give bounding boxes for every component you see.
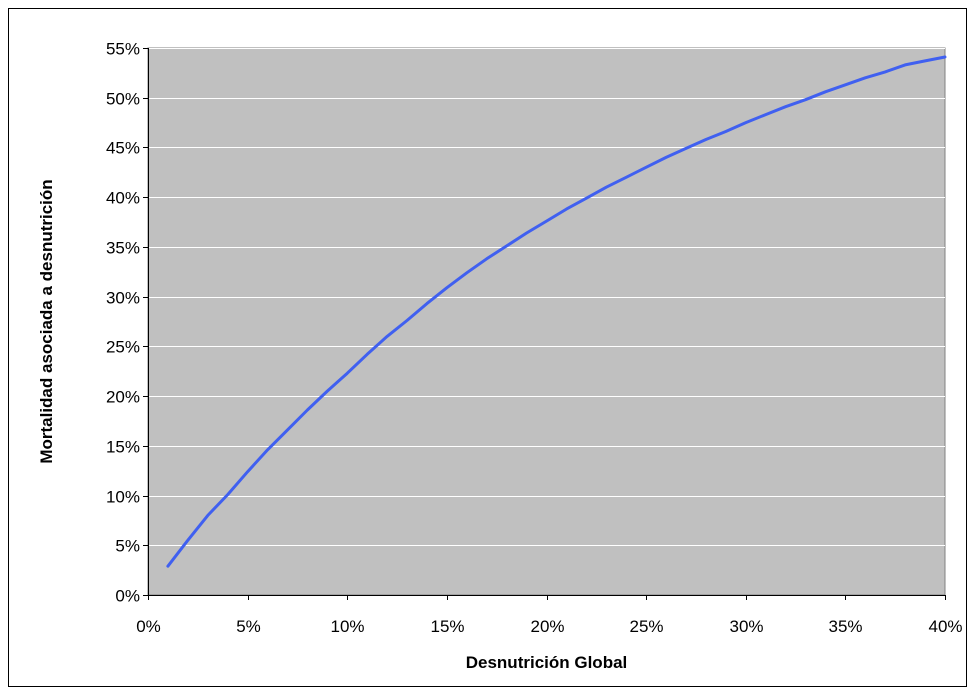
gridlines: [148, 48, 945, 546]
y-tick-label: 30%: [106, 289, 140, 308]
y-tick-label: 5%: [115, 537, 140, 556]
x-tick-label: 40%: [928, 617, 962, 636]
y-tick-label: 50%: [106, 90, 140, 109]
x-tick-label: 10%: [330, 617, 364, 636]
y-tick-label: 20%: [106, 388, 140, 407]
tick-labels: 0% 5% 10% 15% 20% 25% 30% 35% 40% 45% 50% 55% 0% 5% 10…: [106, 40, 963, 637]
y-tick-label: 40%: [106, 189, 140, 208]
axes: [143, 48, 946, 600]
x-tick-label: 0%: [136, 617, 161, 636]
x-tick-label: 5%: [236, 617, 261, 636]
series-layer: [166, 55, 947, 568]
x-tick-label: 30%: [729, 617, 763, 636]
y-tick-label: 55%: [106, 40, 140, 59]
series-line-1: [166, 55, 947, 568]
x-tick-label: 35%: [828, 617, 862, 636]
y-axis-title: Mortalidad asociada a desnutrición: [37, 179, 56, 463]
x-tick-label: 20%: [530, 617, 564, 636]
x-tick-label: 15%: [430, 617, 464, 636]
x-axis-title: Desnutrición Global: [466, 653, 628, 672]
y-tick-label: 45%: [106, 139, 140, 158]
y-tick-label: 35%: [106, 239, 140, 258]
x-tick-label: 25%: [629, 617, 663, 636]
y-tick-label: 0%: [115, 587, 140, 606]
y-tick-label: 15%: [106, 438, 140, 457]
plot-area: [147, 47, 946, 596]
y-tick-label: 25%: [106, 338, 140, 357]
y-tick-label: 10%: [106, 488, 140, 507]
